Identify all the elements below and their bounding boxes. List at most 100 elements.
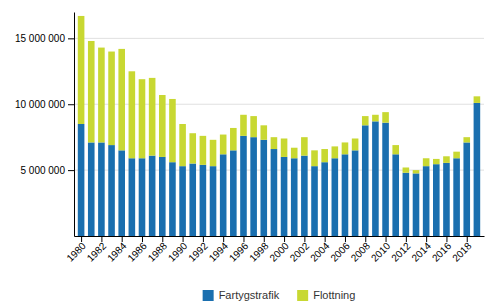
bar <box>108 145 115 236</box>
bar <box>392 145 399 154</box>
x-tick-label: 1992 <box>186 240 210 264</box>
bar <box>342 142 349 154</box>
x-tick-label: 1982 <box>85 240 109 264</box>
bar <box>443 163 450 236</box>
bar <box>88 142 95 236</box>
grid-line <box>74 170 484 171</box>
bar <box>271 149 278 236</box>
bar <box>271 137 278 149</box>
x-tick-label: 2006 <box>328 240 352 264</box>
y-tick-label: 10 000 000 <box>15 99 65 110</box>
bar <box>291 158 298 236</box>
bar <box>230 150 237 236</box>
x-tick: 1998 <box>247 236 271 264</box>
x-tick-label: 1986 <box>125 240 149 264</box>
bar <box>362 116 369 125</box>
bar <box>321 162 328 236</box>
x-tick-label: 2000 <box>267 240 291 264</box>
bar <box>78 124 85 236</box>
bar <box>108 52 115 146</box>
x-tick: 1990 <box>166 236 190 264</box>
bar <box>281 157 288 236</box>
x-tick: 2016 <box>430 236 454 264</box>
x-tick-mark <box>467 236 468 242</box>
bar <box>403 167 410 172</box>
x-tick: 1984 <box>105 236 129 264</box>
legend-swatch <box>297 290 308 301</box>
bar <box>169 99 176 162</box>
legend-item: Fartygstrafik <box>203 289 280 301</box>
bar <box>159 157 166 236</box>
x-tick: 2002 <box>288 236 312 264</box>
bar <box>179 166 186 236</box>
x-tick: 2006 <box>328 236 352 264</box>
x-tick: 2018 <box>450 236 474 264</box>
x-tick: 2008 <box>349 236 373 264</box>
x-tick-mark <box>183 236 184 242</box>
y-tick-label: 15 000 000 <box>15 33 65 44</box>
x-tick-mark <box>284 236 285 242</box>
bar <box>311 166 318 236</box>
bar <box>189 133 196 163</box>
bar <box>210 140 217 166</box>
bar <box>291 148 298 159</box>
bar <box>250 116 257 137</box>
bar <box>240 136 247 236</box>
x-tick-mark <box>386 236 387 242</box>
x-tick-label: 1990 <box>166 240 190 264</box>
bar <box>200 165 207 236</box>
bar <box>230 128 237 150</box>
bar <box>149 156 156 236</box>
x-tick-mark <box>142 236 143 242</box>
bar <box>352 138 359 150</box>
bar <box>179 124 186 166</box>
bar-series <box>78 103 480 236</box>
x-tick: 1980 <box>64 236 88 264</box>
x-tick-mark <box>162 236 163 242</box>
bar <box>149 78 156 156</box>
bar <box>463 137 470 142</box>
bar <box>413 170 420 173</box>
x-tick-mark <box>365 236 366 242</box>
x-tick-label: 1988 <box>146 240 170 264</box>
x-tick-mark <box>122 236 123 242</box>
bar <box>240 115 247 136</box>
grid-line <box>74 104 484 105</box>
x-tick-mark <box>101 236 102 242</box>
bar <box>139 79 146 158</box>
y-tick-label: 5 000 000 <box>21 165 66 176</box>
x-tick: 2000 <box>267 236 291 264</box>
bar <box>301 156 308 236</box>
x-tick-label: 1998 <box>247 240 271 264</box>
grid-line <box>74 38 484 39</box>
bar <box>260 125 267 139</box>
bar <box>210 166 217 236</box>
x-tick-label: 1980 <box>64 240 88 264</box>
bar <box>88 41 95 142</box>
x-tick-label: 2002 <box>288 240 312 264</box>
x-tick: 1988 <box>146 236 170 264</box>
x-tick-label: 1984 <box>105 240 129 264</box>
bar <box>200 136 207 165</box>
bar <box>423 166 430 236</box>
bar <box>433 164 440 236</box>
bar <box>281 138 288 156</box>
bar <box>332 158 339 236</box>
x-tick-mark <box>81 236 82 242</box>
bar <box>392 154 399 236</box>
bar <box>423 158 430 166</box>
x-tick-label: 2010 <box>369 240 393 264</box>
bar <box>220 154 227 236</box>
bar <box>372 115 379 122</box>
x-tick: 1996 <box>227 236 251 264</box>
x-tick-mark <box>223 236 224 242</box>
grid <box>74 38 484 170</box>
y-tick: 5 000 000 <box>21 165 75 176</box>
x-axis-line <box>75 236 485 237</box>
x-tick-mark <box>203 236 204 242</box>
x-tick-mark <box>345 236 346 242</box>
bar <box>463 142 470 236</box>
x-tick-label: 1994 <box>207 240 231 264</box>
x-tick: 1982 <box>85 236 109 264</box>
bar <box>220 135 227 155</box>
